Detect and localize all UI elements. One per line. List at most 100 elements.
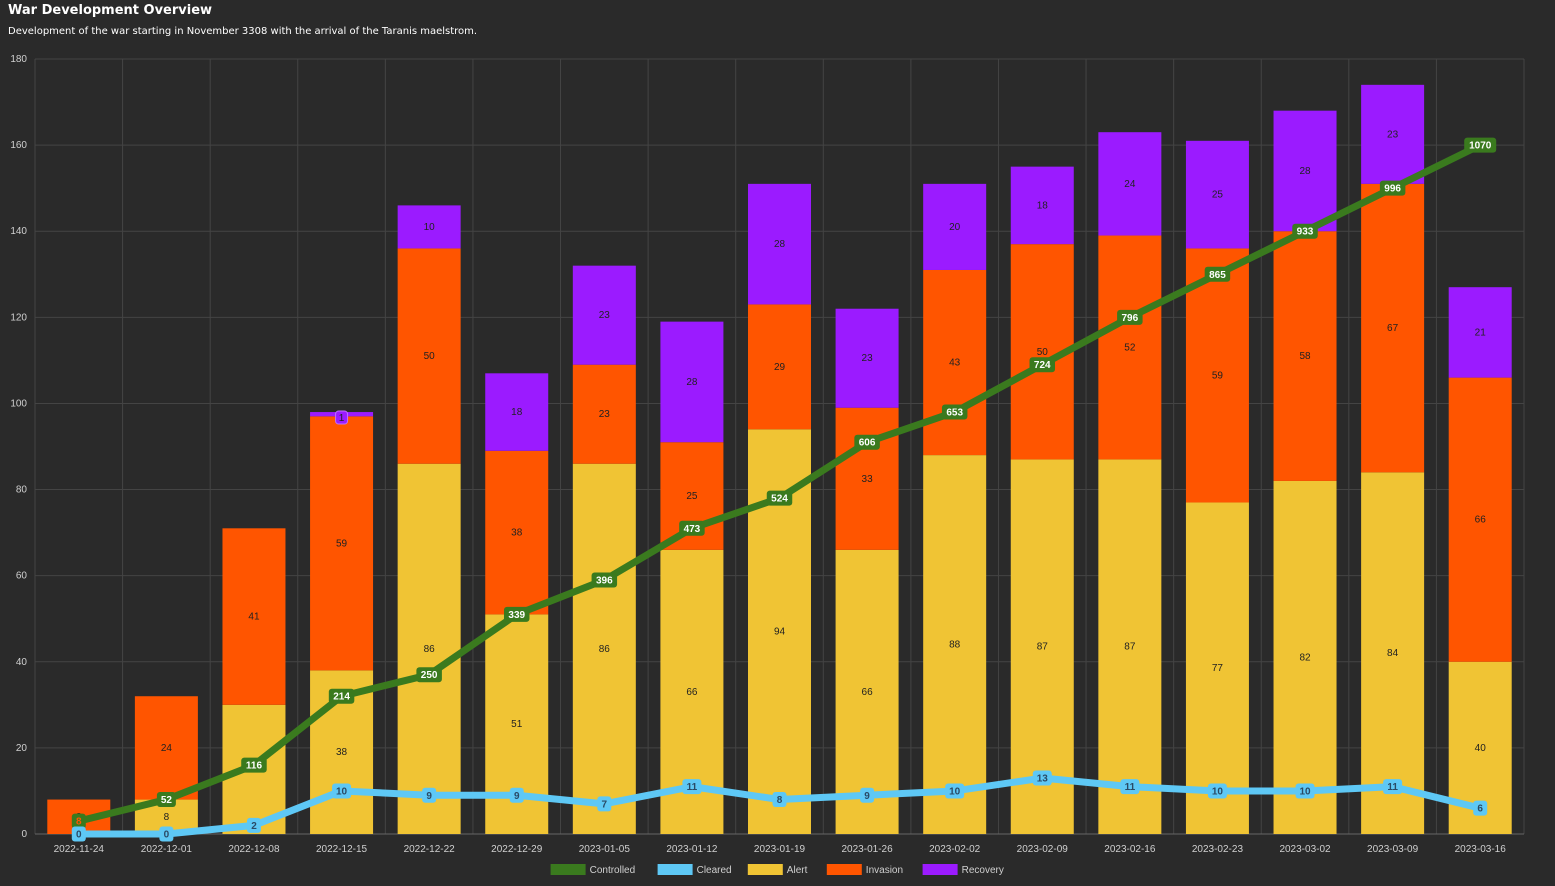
bar-value-label: 38 bbox=[336, 747, 348, 758]
bar-value-label: 66 bbox=[686, 687, 698, 698]
line-value-label: 473 bbox=[684, 524, 701, 535]
legend-label-invasion: Invasion bbox=[866, 865, 903, 876]
line-label-badge bbox=[945, 783, 965, 799]
y-tick-label: 160 bbox=[10, 140, 27, 151]
line-value-label: 10 bbox=[336, 786, 348, 797]
line-label-badge bbox=[941, 404, 968, 420]
line-value-label: 6 bbox=[1477, 804, 1483, 815]
line-value-label: 724 bbox=[1034, 360, 1051, 371]
line-value-label: 2 bbox=[251, 821, 257, 832]
bar-value-label: 82 bbox=[1299, 652, 1311, 663]
line-value-label: 653 bbox=[946, 408, 963, 419]
line-label-badge bbox=[1473, 800, 1488, 816]
bar-value-label: 59 bbox=[336, 538, 348, 549]
x-tick-label: 2022-12-29 bbox=[491, 844, 543, 855]
bar-value-label: 77 bbox=[1212, 663, 1224, 674]
bar-value-label: 86 bbox=[424, 644, 436, 655]
line-label-badge bbox=[1383, 779, 1403, 795]
bar-recovery bbox=[1098, 132, 1162, 236]
bar-invasion bbox=[134, 696, 198, 800]
bar-value-label: 21 bbox=[1475, 327, 1487, 338]
line-value-label: 524 bbox=[771, 494, 788, 505]
chart-subtitle: Development of the war starting in Novem… bbox=[8, 26, 478, 37]
line-label-badge bbox=[1295, 783, 1315, 799]
bar-alert bbox=[1273, 480, 1337, 834]
bar-invasion bbox=[572, 364, 636, 464]
x-tick-label: 2023-01-12 bbox=[666, 844, 718, 855]
bar-value-label: 59 bbox=[1212, 370, 1224, 381]
y-tick-label: 120 bbox=[10, 312, 27, 323]
line-value-label: 796 bbox=[1122, 313, 1139, 324]
line-label-badge bbox=[503, 606, 530, 622]
x-tick-label: 2022-12-08 bbox=[228, 844, 280, 855]
bar-value-label: 28 bbox=[686, 377, 698, 388]
line-value-label: 9 bbox=[426, 791, 432, 802]
y-tick-label: 60 bbox=[16, 571, 28, 582]
line-label-badge bbox=[1379, 180, 1406, 196]
bar-value-label: 23 bbox=[599, 310, 611, 321]
bar-invasion bbox=[222, 528, 286, 705]
line-value-label: 933 bbox=[1297, 227, 1314, 238]
x-tick-label: 2023-03-02 bbox=[1279, 844, 1331, 855]
bar-value-label: 23 bbox=[862, 353, 874, 364]
bar-recovery bbox=[1185, 140, 1249, 249]
bar-value-label: 50 bbox=[424, 351, 436, 362]
line-label-badge bbox=[71, 813, 86, 829]
line-value-label: 1070 bbox=[1469, 141, 1492, 152]
bar-invasion bbox=[1273, 231, 1337, 481]
chart-title: War Development Overview bbox=[8, 3, 213, 18]
bar-value-label: 87 bbox=[1124, 642, 1136, 653]
y-tick-label: 40 bbox=[16, 657, 28, 668]
line-label-badge bbox=[766, 490, 793, 506]
line-label-badge bbox=[854, 434, 880, 450]
bar-value-label: 88 bbox=[949, 640, 961, 651]
bar-value-label: 66 bbox=[862, 687, 874, 698]
legend-label-cleared: Cleared bbox=[697, 865, 732, 876]
line-value-label: 10 bbox=[1212, 786, 1224, 797]
line-value-label: 0 bbox=[76, 830, 82, 841]
bar-invasion bbox=[397, 248, 461, 464]
line-value-label: 9 bbox=[514, 791, 520, 802]
bar-recovery bbox=[485, 373, 549, 451]
bar-invasion bbox=[923, 269, 987, 456]
bar-invasion bbox=[1185, 248, 1249, 503]
x-tick-label: 2022-11-24 bbox=[54, 844, 105, 855]
y-tick-label: 20 bbox=[16, 743, 28, 754]
bar-invasion bbox=[748, 304, 811, 430]
bar-value-label: 33 bbox=[862, 474, 874, 485]
x-tick-label: 2022-12-01 bbox=[141, 844, 193, 855]
y-tick-label: 180 bbox=[10, 54, 27, 65]
bar-value-label: 24 bbox=[1124, 179, 1136, 190]
line-label-badge bbox=[1464, 137, 1497, 153]
bar-alert bbox=[923, 455, 987, 834]
x-tick-label: 2023-01-26 bbox=[842, 844, 894, 855]
line-label-badge bbox=[328, 688, 355, 704]
bar-value-label: 40 bbox=[1475, 743, 1487, 754]
y-tick-label: 100 bbox=[10, 398, 27, 409]
line-label-badge bbox=[772, 792, 787, 808]
line-value-label: 606 bbox=[859, 438, 876, 449]
legend-swatch-controlled bbox=[550, 864, 586, 875]
line-label-badge bbox=[246, 817, 261, 833]
line-value-label: 11 bbox=[1125, 782, 1136, 793]
line-label-badge bbox=[860, 787, 875, 803]
bar-invasion bbox=[1361, 183, 1425, 473]
line-label-badge bbox=[1032, 770, 1052, 786]
bar-recovery bbox=[1361, 84, 1425, 184]
line-value-label: 7 bbox=[602, 799, 608, 810]
line-value-label: 13 bbox=[1037, 774, 1049, 785]
line-value-label: 0 bbox=[164, 830, 170, 841]
bar-value-label: 58 bbox=[1299, 351, 1311, 362]
bar-invasion bbox=[485, 450, 549, 615]
line-label-badge bbox=[1204, 266, 1231, 282]
line-value-label: 396 bbox=[596, 575, 613, 586]
line-value-label: 52 bbox=[161, 795, 173, 806]
bar-label-bg bbox=[335, 410, 349, 425]
line-value-label: 9 bbox=[864, 791, 870, 802]
line-label-badge bbox=[682, 779, 702, 795]
line-value-label: 11 bbox=[687, 782, 698, 793]
bar-alert bbox=[397, 463, 461, 834]
bar-value-label: 66 bbox=[1475, 515, 1487, 526]
legend-swatch-alert bbox=[747, 864, 783, 875]
line-label-badge bbox=[156, 792, 176, 808]
